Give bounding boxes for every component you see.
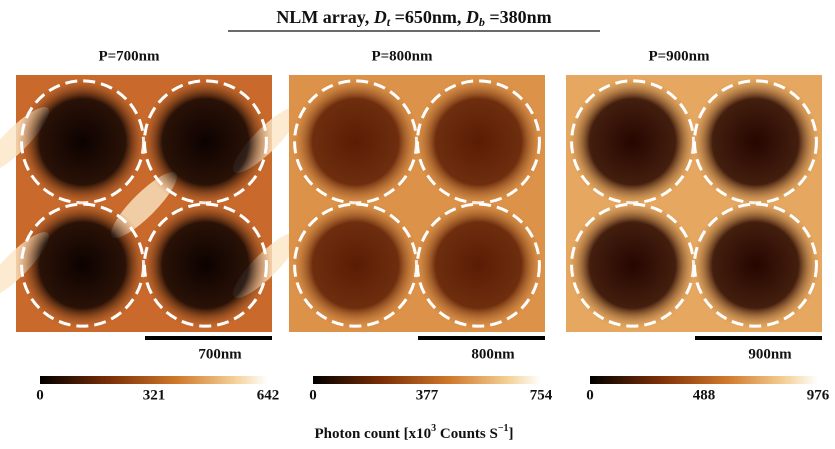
title-text: =380nm — [489, 7, 551, 27]
dark-spot — [567, 76, 699, 208]
colorbar-tick-label: 0 — [309, 387, 317, 403]
colorbar-tick-label: 377 — [416, 387, 439, 403]
axis-label-text: Counts S — [436, 426, 498, 442]
colorbar-tick-label: 0 — [586, 387, 594, 403]
title-symbol: D — [373, 7, 387, 27]
dark-spot — [412, 76, 544, 208]
colorbar-tick-label: 976 — [807, 387, 830, 403]
title-sub: b — [479, 15, 485, 29]
title-text: =650nm, — [395, 7, 462, 27]
dark-spot — [290, 199, 422, 331]
panel-label: P=700nm — [98, 48, 160, 64]
figure: NLM array, Dt =650nm, Db =380nm Photon c… — [0, 0, 835, 449]
colorbar — [590, 376, 818, 384]
colorbar-tick-label: 642 — [257, 387, 280, 403]
scale-bar — [695, 336, 822, 340]
title-sub: t — [387, 15, 391, 29]
dark-spot — [17, 199, 149, 331]
panel-label: P=800nm — [371, 48, 433, 64]
axis-label: Photon count [x103 Counts S−1] — [314, 423, 513, 442]
colorbar — [40, 376, 268, 384]
dark-spot — [290, 76, 422, 208]
dark-spot — [139, 199, 271, 331]
scale-bar-label: 900nm — [748, 346, 792, 362]
dark-spot — [139, 76, 271, 208]
title-text: NLM array, — [276, 7, 369, 27]
colorbar-tick-label: 488 — [693, 387, 716, 403]
title-symbol: D — [465, 7, 479, 27]
axis-label-text: Photon count [x10 — [314, 426, 431, 442]
title: NLM array, Dt =650nm, Db =380nm — [276, 7, 551, 31]
dark-spot — [567, 199, 699, 331]
dark-spot — [17, 76, 149, 208]
dark-spot — [689, 199, 821, 331]
colorbar — [313, 376, 541, 384]
axis-label-text: ] — [509, 426, 514, 442]
dark-spot — [689, 76, 821, 208]
scale-bar — [418, 336, 545, 340]
colorbar-tick-label: 321 — [143, 387, 166, 403]
colorbar-tick-label: 754 — [530, 387, 553, 403]
panel-label: P=900nm — [648, 48, 710, 64]
scale-bar — [145, 336, 272, 340]
colorbar-tick-label: 0 — [36, 387, 44, 403]
axis-label-exp: −1 — [498, 423, 509, 434]
scale-bar-label: 700nm — [198, 346, 242, 362]
dark-spot — [412, 199, 544, 331]
page: NLM array, Dt =650nm, Db =380nm Photon c… — [0, 0, 835, 449]
scale-bar-label: 800nm — [471, 346, 515, 362]
